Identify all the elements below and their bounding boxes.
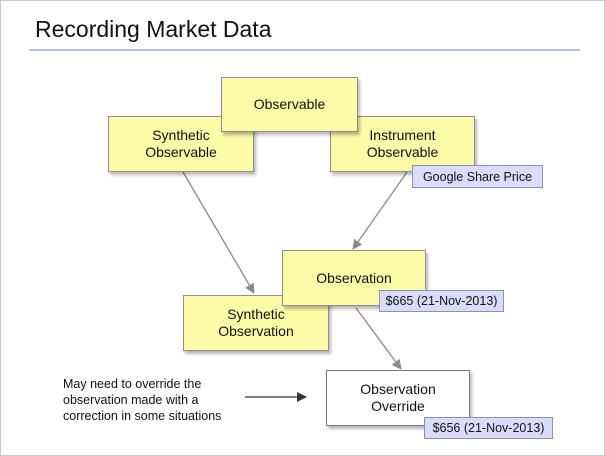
node-synthetic-observable: Synthetic Observable	[108, 116, 254, 172]
node-instrument-observable: Instrument Observable	[330, 116, 475, 172]
node-observable: Observable	[221, 77, 358, 132]
tag-observation-value: $665 (21-Nov-2013)	[379, 290, 504, 312]
arrow-synthetic-observable-to-synthetic-observation	[182, 171, 255, 294]
arrow-observation-to-observation-override	[355, 307, 402, 370]
arrow-instrument-observable-to-observation	[352, 171, 408, 250]
node-observation-override: Observation Override	[326, 370, 470, 426]
page-title: Recording Market Data	[35, 16, 272, 42]
tag-google-share-price: Google Share Price	[412, 165, 543, 188]
override-note: May need to override the observation mad…	[63, 377, 222, 423]
tag-override-value: $656 (21-Nov-2013)	[424, 417, 553, 439]
title-divider	[29, 49, 580, 51]
